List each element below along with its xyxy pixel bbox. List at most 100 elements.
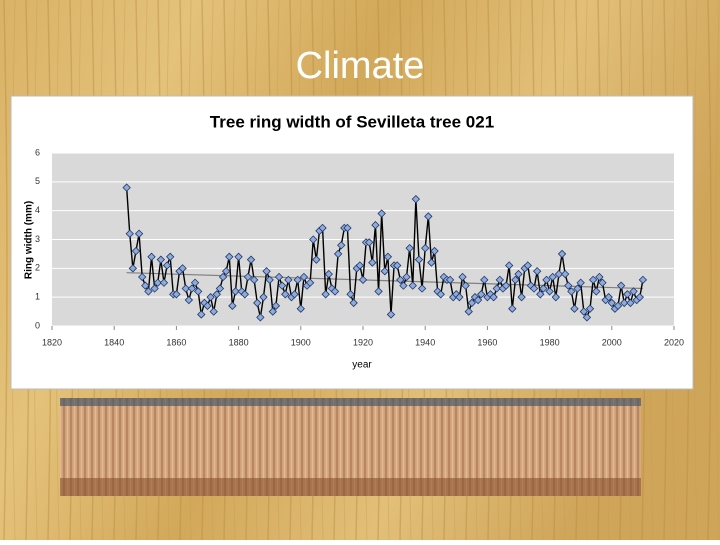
data-point xyxy=(153,278,162,287)
chart-title: Tree ring width of Sevilleta tree 021 xyxy=(210,112,494,131)
data-point xyxy=(399,281,408,290)
data-point xyxy=(523,261,532,270)
data-point xyxy=(592,287,601,296)
data-point xyxy=(299,272,309,282)
data-point xyxy=(144,287,153,296)
data-point xyxy=(557,249,567,259)
data-point xyxy=(505,261,514,270)
data-point xyxy=(595,272,604,282)
data-point xyxy=(218,272,228,282)
data-point xyxy=(128,264,138,273)
y-tick-label: 4 xyxy=(35,205,40,215)
core-edge xyxy=(60,398,641,406)
data-point xyxy=(187,284,197,293)
data-point xyxy=(262,267,271,276)
data-point xyxy=(190,278,200,287)
data-point xyxy=(551,293,560,302)
data-point xyxy=(477,290,486,299)
data-point xyxy=(548,272,557,282)
data-point xyxy=(358,275,368,285)
x-tick-label: 1820 xyxy=(42,337,62,347)
x-tick-label: 1960 xyxy=(477,337,497,347)
data-point xyxy=(333,249,343,259)
data-point xyxy=(629,287,638,296)
data-point xyxy=(424,212,433,221)
x-tick-label: 1940 xyxy=(415,337,435,347)
data-point xyxy=(458,272,467,282)
data-point xyxy=(181,284,190,293)
x-tick-label: 1860 xyxy=(166,337,186,347)
data-point xyxy=(396,275,405,285)
data-point xyxy=(542,275,551,285)
y-tick-label: 6 xyxy=(35,147,40,157)
data-point xyxy=(414,255,424,264)
data-point xyxy=(480,275,489,285)
data-point xyxy=(393,261,402,270)
data-point xyxy=(445,275,455,285)
data-point xyxy=(290,290,299,299)
data-point xyxy=(312,255,321,264)
data-point xyxy=(147,252,156,261)
data-point xyxy=(607,298,616,308)
data-point xyxy=(377,209,386,218)
data-point xyxy=(281,290,290,299)
data-point xyxy=(234,252,243,261)
data-point xyxy=(134,229,144,238)
data-point xyxy=(405,243,414,253)
data-point xyxy=(489,293,498,302)
data-point xyxy=(539,284,548,293)
data-point xyxy=(582,313,592,322)
data-point xyxy=(455,293,464,302)
data-point xyxy=(576,278,585,287)
data-point xyxy=(635,293,644,302)
data-point xyxy=(374,287,383,296)
data-point xyxy=(249,275,259,285)
data-point xyxy=(573,284,582,293)
data-point xyxy=(156,255,166,264)
data-point xyxy=(284,275,293,285)
y-tick-label: 3 xyxy=(35,234,40,244)
data-point xyxy=(184,295,194,305)
data-point xyxy=(150,284,159,293)
data-point xyxy=(427,258,436,267)
data-point xyxy=(495,275,505,285)
data-point xyxy=(365,238,374,247)
data-point xyxy=(532,267,542,276)
slide-title: Climate xyxy=(296,45,425,87)
data-point xyxy=(206,293,215,302)
data-point xyxy=(240,290,249,299)
data-point xyxy=(529,284,539,293)
data-point xyxy=(197,310,206,319)
data-point xyxy=(371,220,380,230)
data-point xyxy=(259,293,268,302)
data-point xyxy=(368,258,377,267)
data-point xyxy=(194,287,203,296)
x-tick-label: 2000 xyxy=(602,337,622,347)
data-point xyxy=(209,307,218,316)
data-point xyxy=(417,284,427,293)
data-point xyxy=(231,287,240,296)
core-shadow xyxy=(60,478,641,496)
data-point xyxy=(309,235,318,244)
y-axis-title: Ring width (mm) xyxy=(24,201,35,279)
x-tick-label: 1900 xyxy=(291,337,311,347)
data-point xyxy=(166,252,175,261)
data-point xyxy=(560,269,570,279)
data-point xyxy=(277,281,287,290)
x-tick-label: 1840 xyxy=(104,337,124,347)
data-point xyxy=(604,293,613,302)
data-point xyxy=(203,301,212,310)
data-point xyxy=(162,261,172,270)
data-point xyxy=(638,275,648,285)
data-point xyxy=(253,298,262,308)
data-point xyxy=(421,243,430,253)
data-point xyxy=(585,304,595,313)
data-point xyxy=(349,298,358,308)
data-point xyxy=(122,183,131,192)
data-point xyxy=(212,290,221,299)
data-point xyxy=(178,264,187,273)
data-point xyxy=(383,252,393,261)
data-point xyxy=(626,298,635,308)
